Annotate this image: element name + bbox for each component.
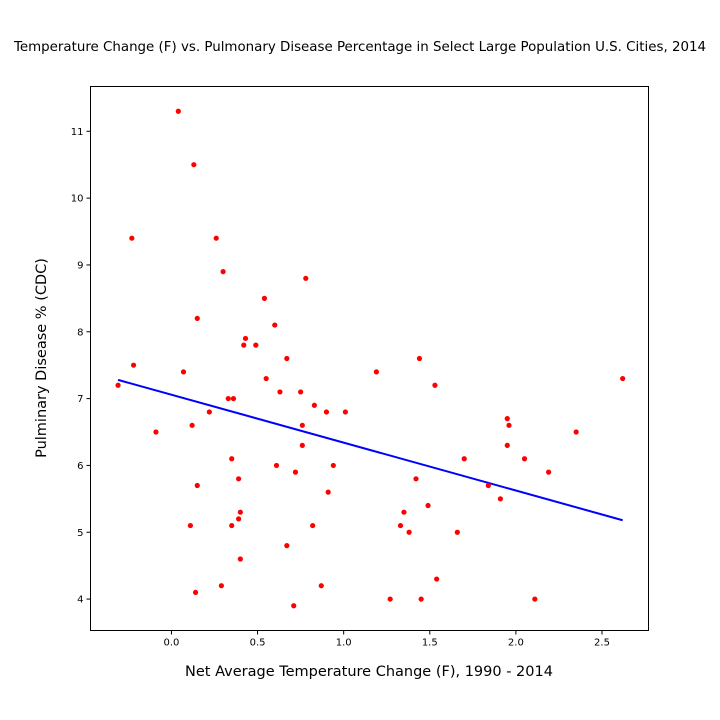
chart-title: Temperature Change (F) vs. Pulmonary Dis…	[13, 40, 707, 55]
x-tick-label: 1.5	[422, 638, 438, 649]
data-point	[180, 369, 187, 375]
data-point	[504, 416, 510, 422]
y-tick-label: 11	[71, 127, 84, 138]
y-tick-label: 7	[77, 394, 83, 405]
data-point	[342, 409, 348, 415]
data-point	[311, 402, 317, 408]
data-point	[253, 342, 259, 348]
y-tick-label: 6	[77, 461, 83, 472]
regression-line	[117, 378, 623, 522]
data-point	[284, 543, 290, 549]
data-point	[318, 583, 324, 589]
regression-line-layer	[117, 378, 623, 522]
data-point	[504, 442, 510, 448]
data-point	[546, 469, 552, 475]
data-point	[573, 429, 579, 435]
data-point	[130, 362, 137, 368]
data-point	[521, 456, 528, 462]
data-point	[213, 235, 219, 241]
y-tick-label: 9	[77, 260, 83, 271]
data-point	[416, 355, 423, 362]
data-point	[187, 522, 193, 529]
data-point	[206, 409, 212, 415]
x-tick-label: 0.5	[250, 638, 266, 649]
data-points-layer	[115, 108, 626, 609]
y-tick-label: 4	[77, 595, 83, 606]
x-tick-label: 1.0	[336, 638, 352, 649]
data-point	[272, 322, 278, 328]
data-point	[261, 295, 268, 301]
data-point	[418, 596, 424, 602]
data-point	[129, 235, 135, 241]
data-point	[397, 522, 404, 529]
data-point	[434, 576, 440, 582]
data-point	[461, 456, 467, 462]
data-point	[291, 603, 297, 609]
data-point	[191, 162, 197, 168]
data-point	[284, 355, 290, 362]
x-axis-label: Net Average Temperature Change (F), 1990…	[185, 664, 553, 680]
data-point	[406, 529, 412, 535]
data-point	[236, 516, 242, 522]
data-point	[330, 462, 336, 469]
data-point	[242, 335, 249, 342]
data-point	[299, 422, 305, 428]
y-tick-label: 5	[77, 528, 83, 539]
data-point	[229, 522, 235, 529]
plot-frame	[90, 86, 649, 631]
data-point	[277, 389, 283, 395]
x-tick-label: 0.0	[163, 638, 179, 649]
data-point	[373, 369, 379, 375]
y-axis-label: Pulminary Disease % (CDC)	[34, 258, 50, 458]
data-point	[220, 269, 226, 275]
data-point	[292, 469, 299, 475]
data-point	[299, 442, 305, 448]
data-point	[189, 422, 195, 428]
data-point	[497, 496, 503, 502]
data-point	[413, 476, 419, 482]
data-point	[401, 509, 407, 515]
data-point	[620, 375, 626, 382]
data-point	[263, 375, 269, 382]
data-point	[273, 462, 280, 469]
data-point	[237, 556, 243, 562]
data-point	[425, 502, 431, 509]
data-point	[241, 342, 247, 348]
data-point	[229, 456, 235, 462]
data-point	[230, 395, 237, 402]
x-tick-label: 2.0	[508, 638, 524, 649]
axis-ticks-layer: 0.0 0.5 1.0 1.5 2.0 2.5 4 5 6 7 8 9 10 11	[71, 127, 610, 649]
y-tick-label: 8	[77, 327, 83, 338]
data-point	[298, 389, 304, 395]
data-point	[485, 482, 491, 489]
data-point	[218, 583, 224, 589]
data-point	[323, 409, 330, 415]
data-point	[387, 596, 393, 602]
data-point	[175, 108, 181, 114]
y-tick-label: 10	[71, 194, 84, 205]
data-point	[153, 429, 159, 435]
data-point	[454, 529, 460, 535]
data-point	[237, 509, 243, 515]
data-point	[225, 395, 231, 402]
data-point	[194, 315, 200, 322]
data-point	[236, 476, 242, 482]
x-tick-label: 2.5	[594, 638, 610, 649]
data-point	[506, 422, 512, 428]
data-point	[115, 382, 121, 388]
data-point	[303, 275, 309, 281]
data-point	[192, 589, 199, 596]
data-point	[432, 382, 438, 388]
data-point	[310, 522, 316, 529]
data-point	[194, 482, 200, 489]
data-point	[532, 596, 538, 602]
data-point	[325, 489, 331, 495]
